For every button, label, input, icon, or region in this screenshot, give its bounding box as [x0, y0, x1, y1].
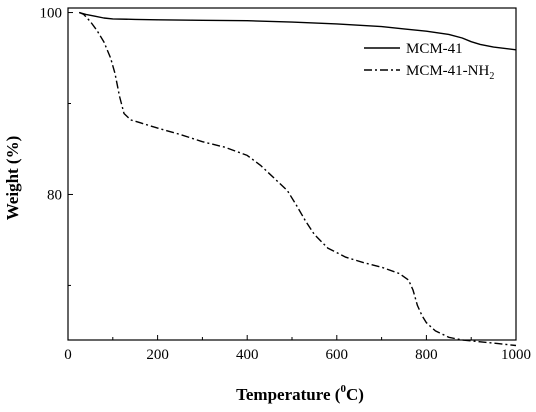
- y-axis-ticks: 80 100: [40, 6, 73, 286]
- legend-label: MCM-41: [406, 41, 463, 57]
- x-tick-label: 1000: [501, 347, 531, 363]
- series-line-mcm-41: [79, 11, 517, 51]
- y-tick-label: 80: [47, 187, 62, 203]
- series-line-mcm-41-nh2: [78, 11, 517, 347]
- x-tick-label: 200: [146, 347, 169, 363]
- x-tick-label: 800: [415, 347, 438, 363]
- legend-label: MCM-41-NH2: [406, 63, 494, 82]
- plot-area-border: [67, 7, 517, 341]
- plot-frame: [67, 7, 517, 341]
- x-tick-label: 0: [64, 347, 72, 363]
- x-tick-label: 400: [236, 347, 259, 363]
- y-tick-label: 100: [40, 6, 63, 22]
- legend: MCM-41 MCM-41-NH2: [364, 41, 494, 82]
- x-tick-label: 600: [326, 347, 349, 363]
- y-axis-title: Weight (%): [3, 136, 22, 221]
- series-lines: [78, 11, 517, 347]
- x-axis-ticks: 0 200 400 600 800 1000: [64, 335, 531, 363]
- x-axis-title: Temperature (0C): [236, 383, 364, 404]
